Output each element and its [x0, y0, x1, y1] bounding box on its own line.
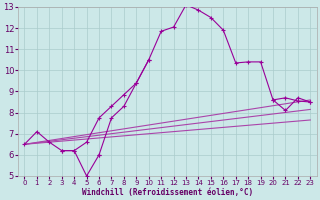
X-axis label: Windchill (Refroidissement éolien,°C): Windchill (Refroidissement éolien,°C) — [82, 188, 253, 197]
